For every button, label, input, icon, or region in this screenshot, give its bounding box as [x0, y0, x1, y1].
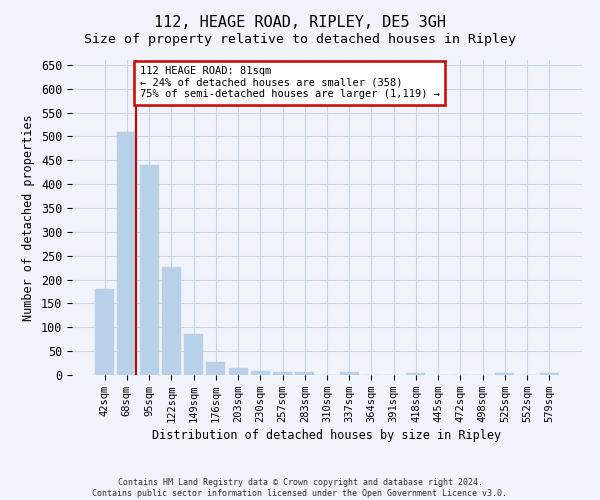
- Bar: [340, 372, 359, 375]
- Y-axis label: Number of detached properties: Number of detached properties: [22, 114, 35, 321]
- Bar: [273, 372, 292, 375]
- Bar: [140, 165, 158, 375]
- X-axis label: Distribution of detached houses by size in Ripley: Distribution of detached houses by size …: [152, 429, 502, 442]
- Text: 112, HEAGE ROAD, RIPLEY, DE5 3GH: 112, HEAGE ROAD, RIPLEY, DE5 3GH: [154, 15, 446, 30]
- Bar: [496, 372, 514, 375]
- Text: 112 HEAGE ROAD: 81sqm
← 24% of detached houses are smaller (358)
75% of semi-det: 112 HEAGE ROAD: 81sqm ← 24% of detached …: [140, 66, 440, 100]
- Bar: [229, 368, 248, 375]
- Bar: [295, 372, 314, 375]
- Text: Contains HM Land Registry data © Crown copyright and database right 2024.
Contai: Contains HM Land Registry data © Crown c…: [92, 478, 508, 498]
- Bar: [206, 362, 225, 375]
- Bar: [406, 372, 425, 375]
- Bar: [118, 132, 136, 375]
- Bar: [184, 334, 203, 375]
- Text: Size of property relative to detached houses in Ripley: Size of property relative to detached ho…: [84, 32, 516, 46]
- Bar: [251, 370, 270, 375]
- Bar: [540, 372, 559, 375]
- Bar: [162, 266, 181, 375]
- Bar: [95, 289, 114, 375]
